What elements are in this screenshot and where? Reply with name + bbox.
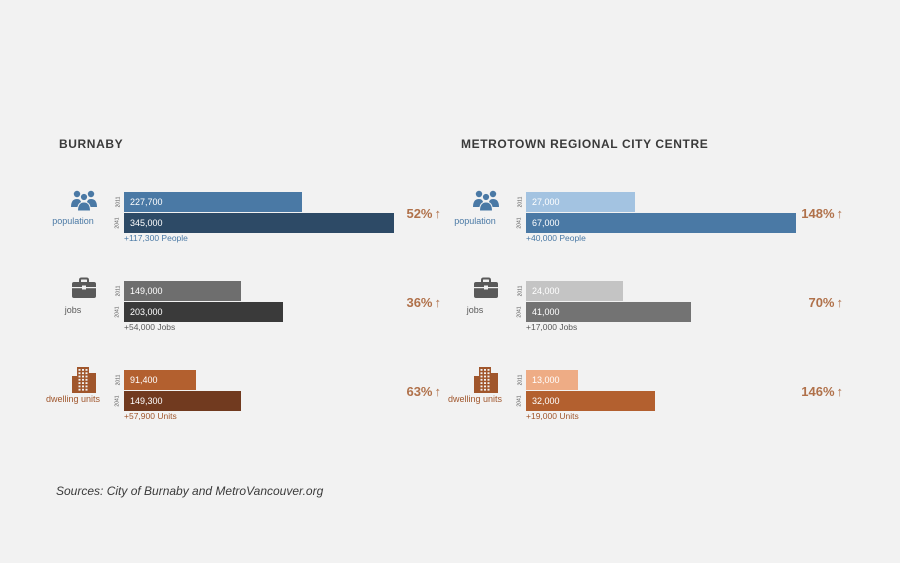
- source-note: Sources: City of Burnaby and MetroVancou…: [56, 484, 324, 498]
- arrow-up-icon: ↑: [836, 206, 844, 221]
- year-label: 2041: [115, 306, 121, 318]
- delta-label: +17,000 Jobs: [526, 322, 578, 332]
- delta-label: +57,900 Units: [124, 411, 177, 421]
- year-label: 2011: [115, 285, 122, 297]
- arrow-up-icon: ↑: [836, 295, 844, 310]
- bar-projected: 203,000: [124, 302, 283, 322]
- delta-label: +117,300 People: [124, 233, 188, 243]
- metric-dwelling-units: dwelling units 2011 13,000 2041 32,000 +19,00…: [448, 366, 861, 432]
- percent-value: 70%: [808, 295, 835, 310]
- year-label: 2011: [517, 196, 524, 208]
- bar-base: 13,000: [526, 370, 578, 390]
- bar-projected: 41,000: [526, 302, 691, 322]
- year-label: 2011: [115, 196, 122, 208]
- bar-projected: 67,000: [526, 213, 796, 233]
- percent-value: 148%: [801, 206, 835, 221]
- building-icon: [461, 366, 511, 394]
- bar-projected: 149,300: [124, 391, 241, 411]
- arrow-up-icon: ↑: [434, 206, 442, 221]
- arrow-up-icon: ↑: [836, 384, 844, 399]
- year-label: 2011: [517, 374, 524, 386]
- building-icon: [59, 366, 109, 394]
- arrow-up-icon: ↑: [434, 384, 442, 399]
- percent-value: 63%: [406, 384, 433, 399]
- bar-base: 91,400: [124, 370, 196, 390]
- bar-base: 227,700: [124, 192, 302, 212]
- year-label: 2041: [115, 217, 121, 229]
- panel-title: METROTOWN REGIONAL CITY CENTRE: [461, 137, 709, 151]
- year-label: 2041: [517, 306, 523, 318]
- briefcase-icon: [461, 277, 511, 305]
- bar-base: 24,000: [526, 281, 623, 301]
- arrow-up-icon: ↑: [434, 295, 442, 310]
- year-label: 2041: [517, 217, 523, 229]
- percent-change: 63% ↑: [361, 384, 441, 399]
- delta-label: +40,000 People: [526, 233, 586, 243]
- percent-change: 148% ↑: [763, 206, 843, 221]
- metric-dwelling-units: dwelling units 2011 91,400 2041 149,300 +57,9…: [46, 366, 459, 432]
- bar-projected: 32,000: [526, 391, 655, 411]
- percent-change: 70% ↑: [763, 295, 843, 310]
- percent-change: 146% ↑: [763, 384, 843, 399]
- bar-base: 149,000: [124, 281, 241, 301]
- metric-jobs: jobs 2011 24,000 2041 41,000 +17,000 Jobs 70% ↑: [461, 277, 861, 343]
- bar-base: 27,000: [526, 192, 635, 212]
- panel-title: BURNABY: [59, 137, 124, 151]
- metric-population: population 2011 27,000 2041 67,000 +40,000 Pe…: [454, 188, 861, 254]
- metric-label: population: [52, 216, 94, 226]
- percent-value: 36%: [406, 295, 433, 310]
- people-icon: [59, 188, 109, 216]
- metric-population: population 2011 227,700 2041 345,000 +117,300…: [52, 188, 459, 254]
- year-label: 2011: [115, 374, 122, 386]
- year-label: 2041: [115, 395, 121, 407]
- percent-change: 52% ↑: [361, 206, 441, 221]
- metric-label: jobs: [64, 305, 82, 315]
- percent-value: 52%: [406, 206, 433, 221]
- panel-metrotown: METROTOWN REGIONAL CITY CENTRE populatio…: [448, 0, 861, 460]
- year-label: 2011: [517, 285, 524, 297]
- percent-change: 36% ↑: [361, 295, 441, 310]
- panel-burnaby: BURNABY population 2011 227,700 2041 345,000…: [46, 0, 459, 460]
- briefcase-icon: [59, 277, 109, 305]
- delta-label: +54,000 Jobs: [124, 322, 176, 332]
- metric-label: jobs: [466, 305, 484, 315]
- metric-jobs: jobs 2011 149,000 2041 203,000 +54,000 Jobs 36…: [59, 277, 459, 343]
- metric-label: dwelling units: [447, 394, 503, 404]
- people-icon: [461, 188, 511, 216]
- bar-projected: 345,000: [124, 213, 394, 233]
- metric-label: dwelling units: [45, 394, 101, 404]
- delta-label: +19,000 Units: [526, 411, 579, 421]
- percent-value: 146%: [801, 384, 835, 399]
- year-label: 2041: [517, 395, 523, 407]
- metric-label: population: [454, 216, 496, 226]
